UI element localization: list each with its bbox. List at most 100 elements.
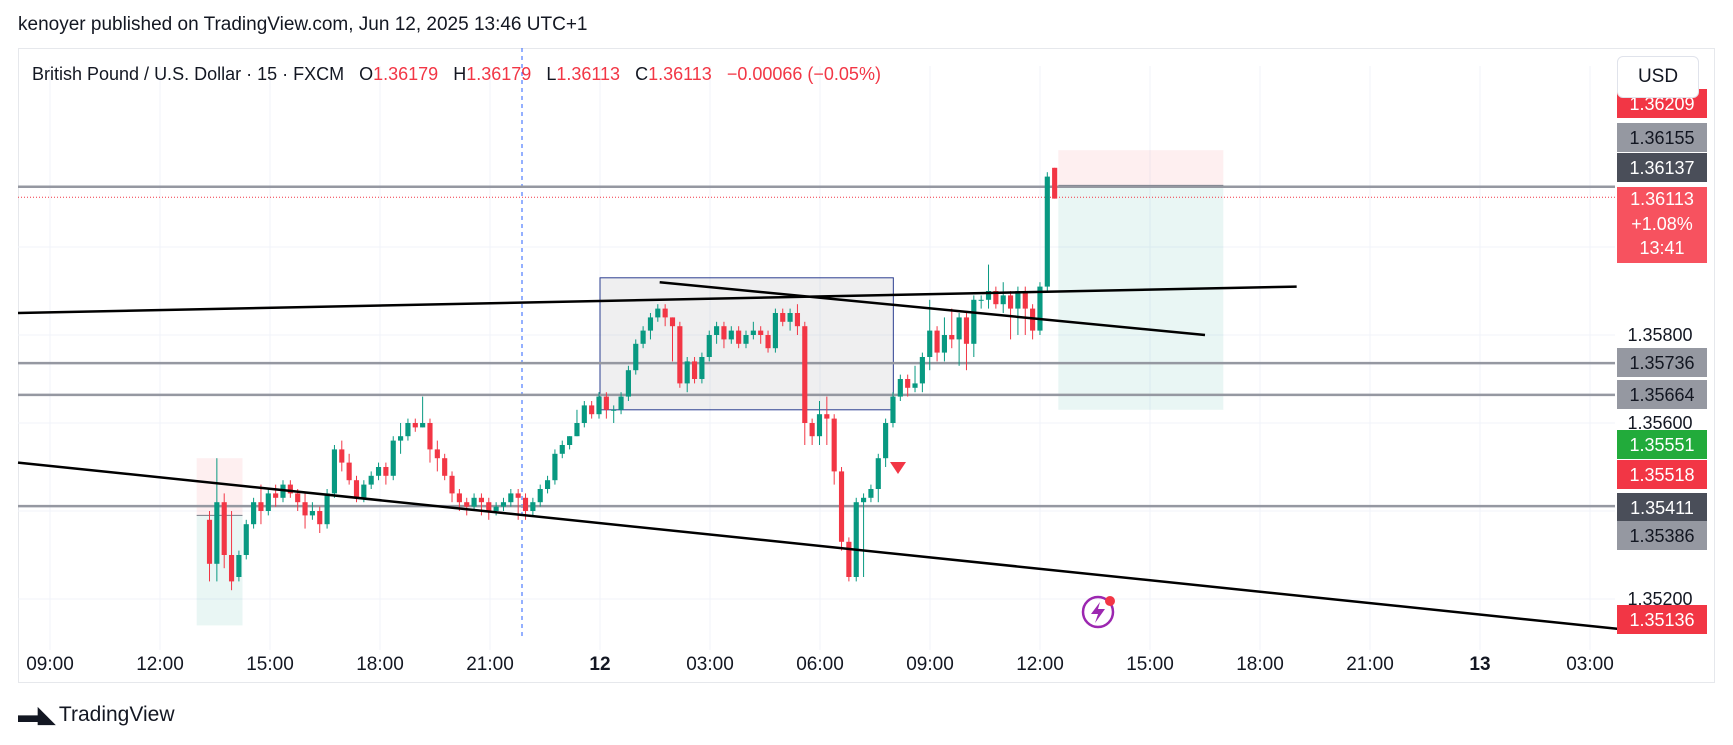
open-label: O <box>359 64 374 84</box>
candle-body <box>243 524 249 555</box>
candle-body <box>1000 295 1006 305</box>
candle-body <box>905 379 911 388</box>
x-axis-tick-label: 03:00 <box>686 654 734 675</box>
candle-body <box>919 357 925 384</box>
candle-body <box>1007 295 1014 309</box>
candle-body <box>434 449 440 459</box>
brand-name: TradingView <box>58 703 175 726</box>
x-axis-tick-label: 12 <box>589 654 610 675</box>
candle-body <box>478 497 484 503</box>
price-tag-label: 1.35136 <box>1629 610 1694 630</box>
candle-body <box>1015 291 1021 309</box>
candle-body <box>1030 308 1036 331</box>
candle-body <box>1022 291 1028 309</box>
candle-body <box>949 335 955 340</box>
candle-body <box>500 502 507 507</box>
trendline <box>17 461 1627 632</box>
candle-body <box>963 317 970 344</box>
candle-body <box>978 299 984 301</box>
candle-body <box>537 489 543 503</box>
x-axis-tick-label: 09:00 <box>906 654 954 675</box>
candle-body <box>780 313 786 322</box>
chart-frame <box>18 48 1715 683</box>
candle-body <box>398 436 404 441</box>
candle-body <box>567 436 573 445</box>
candle-body <box>633 343 639 371</box>
price-tag <box>1617 493 1707 522</box>
candle-body <box>206 519 213 564</box>
candle-body <box>838 471 845 542</box>
tradingview-logo-icon: ▬◣ <box>18 702 55 727</box>
high-label: H <box>453 64 467 84</box>
symbol-name[interactable]: British Pound / U.S. Dollar · 15 · FXCM <box>32 64 345 84</box>
x-axis-tick-label: 12:00 <box>136 654 184 675</box>
candle-body <box>273 493 279 498</box>
current-price-tag <box>1617 187 1707 263</box>
currency-button[interactable]: USD <box>1617 56 1699 98</box>
price-tag <box>1617 605 1707 634</box>
candle-body <box>236 555 242 577</box>
footer-brand[interactable]: ▬◣ TradingView <box>18 702 174 728</box>
candle-body <box>552 453 558 481</box>
price-tag <box>1617 123 1707 152</box>
x-axis-tick-label: 06:00 <box>796 654 844 675</box>
candle-body <box>691 361 698 379</box>
position-target-zone <box>196 515 243 626</box>
x-axis-tick-label: 21:00 <box>466 654 514 675</box>
publish-info: kenoyer published on TradingView.com, Ju… <box>18 14 588 35</box>
candle-body <box>758 330 764 335</box>
candle-body <box>618 396 624 410</box>
candle-body <box>596 396 602 415</box>
high-value: 1.36179 <box>466 64 532 84</box>
candle-body <box>883 423 889 459</box>
price-tag-label: 1.36155 <box>1629 128 1694 148</box>
y-axis-tick-label: 1.35600 <box>1627 413 1692 433</box>
y-axis-tick-label: 1.35800 <box>1627 325 1692 345</box>
candle-body <box>258 502 264 511</box>
candle-body <box>214 502 220 564</box>
x-axis-tick-label: 18:00 <box>1236 654 1284 675</box>
candle-body <box>427 423 433 450</box>
price-tag <box>1617 430 1707 459</box>
candle-body <box>861 497 867 503</box>
candle-body <box>765 335 771 349</box>
price-tag <box>1617 348 1707 377</box>
candle-body <box>750 330 756 335</box>
candle-body <box>375 467 382 476</box>
candle-body <box>603 396 609 410</box>
candle-body <box>912 383 918 388</box>
candle-body <box>934 330 940 353</box>
candle-body <box>699 357 705 379</box>
candle-body <box>581 405 587 423</box>
x-axis-tick-label: 09:00 <box>26 654 74 675</box>
candle-body <box>346 462 352 481</box>
candle-body <box>655 308 661 318</box>
x-axis-tick-label: 21:00 <box>1346 654 1394 675</box>
low-value: 1.36113 <box>556 64 621 84</box>
candle-body <box>442 458 448 476</box>
candle-body <box>824 414 830 419</box>
x-axis-tick-label: 13 <box>1469 654 1490 675</box>
candle-body <box>971 299 977 344</box>
price-tag-label: 1.35736 <box>1629 353 1694 373</box>
price-tag <box>1617 153 1707 182</box>
candle-body <box>721 326 727 340</box>
candle-body <box>684 361 690 384</box>
low-label: L <box>546 64 557 84</box>
candle-body <box>574 423 580 437</box>
price-tag <box>1617 521 1707 550</box>
candle-body <box>1037 286 1043 331</box>
candle-body <box>890 396 896 423</box>
change-percent-label: +1.08% <box>1631 214 1693 234</box>
candle-body <box>420 423 426 428</box>
x-axis-tick-label: 18:00 <box>356 654 404 675</box>
candle-body <box>897 379 903 397</box>
candle-body <box>677 326 683 384</box>
candle-body <box>802 326 808 423</box>
candle-body <box>228 555 235 582</box>
candle-body <box>544 480 551 489</box>
candle-body <box>927 330 933 357</box>
candle-body <box>317 511 323 525</box>
position-target-zone <box>1058 185 1224 410</box>
